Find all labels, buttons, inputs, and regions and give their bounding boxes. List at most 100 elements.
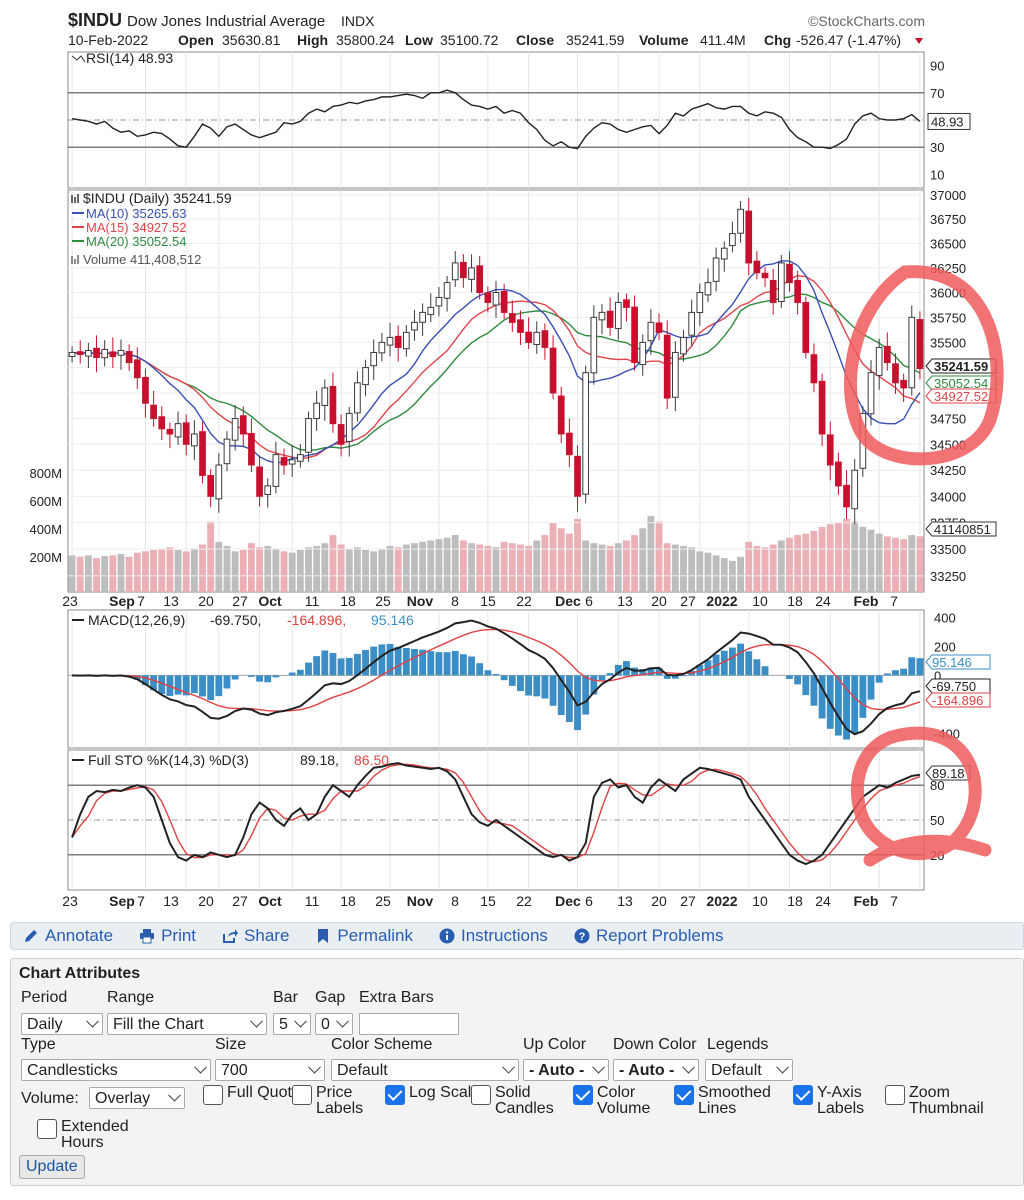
update-button[interactable]: Update [19,1155,85,1179]
price-marker-label: 35052.54 [934,376,988,391]
type-select[interactable]: Candlesticks [21,1059,211,1081]
candle-down [916,319,924,370]
volume-bar [223,545,231,592]
volume-value: Overlay [95,1090,151,1107]
checkbox-unchecked-icon[interactable] [885,1085,905,1105]
candle-up [435,296,443,307]
candle-up [492,292,500,306]
color-scheme-select[interactable]: Default [331,1059,519,1081]
macd-histogram-bar [728,647,736,676]
gap-select[interactable]: 0 [315,1013,353,1035]
macd-histogram-bar [582,675,590,715]
x-axis-label-bottom: 11 [305,893,320,909]
chevron-down-icon [682,1060,695,1074]
macd-histogram-bar [223,675,231,689]
volume-bar [353,547,361,592]
volume-bar [859,526,867,592]
checkbox-checked-icon[interactable] [573,1085,593,1105]
volume-bar [688,547,696,592]
extra-bars-label: Extra Bars [359,989,434,1006]
share-link[interactable]: Share [222,926,289,946]
chevron-down-icon [336,1014,349,1028]
type-label: Type [21,1036,56,1053]
rsi-tick-label: 30 [930,140,944,155]
permalink-link[interactable]: Permalink [315,926,413,946]
price-tick-label: 34000 [930,489,966,504]
checkbox-y-axis-labels[interactable]: Y-Axis Labels [793,1085,897,1117]
x-axis-label: 18 [340,593,356,609]
share-icon [223,929,239,943]
checkbox-zoom-thumbnail[interactable]: Zoom Thumbnail [885,1085,989,1117]
volume-bar [231,551,239,592]
annotate-link[interactable]: Annotate [23,926,113,946]
volume-select[interactable]: Overlay [89,1087,185,1109]
size-select[interactable]: 700 [215,1059,325,1081]
chart-svg: $INDU Dow Jones Industrial Average INDX ©St… [29,10,1004,909]
x-axis-label: 22 [516,593,532,609]
annotation-scribble [850,726,992,867]
volume-bar [557,528,565,592]
checkbox-color-volume[interactable]: Color Volume [573,1085,677,1117]
macd-histogram-bar [508,675,516,686]
macd-histogram-bar [264,675,272,683]
checkbox-unchecked-icon[interactable] [292,1085,312,1105]
checkbox-unchecked-icon[interactable] [37,1119,57,1139]
checkbox-full-quote[interactable]: Full Quote [203,1085,307,1105]
macd-histogram-bar [362,650,369,676]
period-select[interactable]: Daily [21,1013,103,1035]
volume-bar [109,555,117,592]
candle-down [182,422,190,445]
candle-down [150,404,157,420]
checkbox-extended-hours[interactable]: Extended Hours [37,1119,141,1151]
price-tick-label: 34750 [930,412,966,427]
permalink-label: Permalink [337,926,413,945]
rsi-current-box [927,112,971,130]
checkbox-log-scale[interactable]: Log Scale [385,1085,489,1105]
macd-histogram-bar [174,675,182,695]
report-problems-link[interactable]: ? Report Problems [574,926,724,946]
checkbox-solid-candles[interactable]: Solid Candles [471,1085,575,1117]
macd-histogram-bar [378,644,386,676]
volume-bar [215,541,223,592]
volume-bar [345,548,353,592]
volume-bar [541,535,549,592]
volume-bar [158,548,166,592]
macd-histogram-bar [451,650,459,676]
x-axis-label: 13 [617,593,633,609]
checkbox-unchecked-icon[interactable] [471,1085,491,1105]
macd-histogram-bar [851,675,859,734]
print-link[interactable]: Print [139,926,196,946]
volume-bar [606,545,614,592]
down-color-select[interactable]: - Auto - [613,1059,699,1081]
x-axis-label: Sep [109,593,135,609]
candle-down [256,466,263,497]
bar-select[interactable]: 5 [273,1013,311,1035]
checkbox-checked-icon[interactable] [793,1085,813,1105]
checkbox-checked-icon[interactable] [385,1085,405,1105]
legends-select[interactable]: Default [705,1059,793,1081]
checkbox-smoothed-lines[interactable]: Smoothed Lines [674,1085,778,1117]
extra-bars-input[interactable] [359,1013,459,1035]
candle-down [892,363,899,384]
macd-histogram-bar [720,650,728,676]
checkbox-price-labels[interactable]: Price Labels [292,1085,396,1117]
candle-up [296,454,304,462]
candle-up [264,485,272,495]
up-color-select[interactable]: - Auto - [523,1059,609,1081]
instructions-label: Instructions [461,926,548,945]
candle-up [321,387,329,407]
macd-histogram-bar [794,675,802,685]
macd-histogram-bar [394,646,402,676]
checkbox-unchecked-icon[interactable] [203,1085,223,1105]
instructions-link[interactable]: Instructions [439,926,548,946]
range-label: Range [107,989,155,1006]
range-select[interactable]: Fill the Chart [107,1013,267,1035]
checkbox-checked-icon[interactable] [674,1085,694,1105]
checkbox-label: Log Scale [409,1084,481,1101]
candle-up [117,349,125,356]
candle-down [574,455,581,497]
low-value: 35100.72 [440,32,499,48]
macd-histogram-bar [256,675,264,682]
volume-bar [590,543,598,592]
macd-histogram-bar [875,675,883,683]
